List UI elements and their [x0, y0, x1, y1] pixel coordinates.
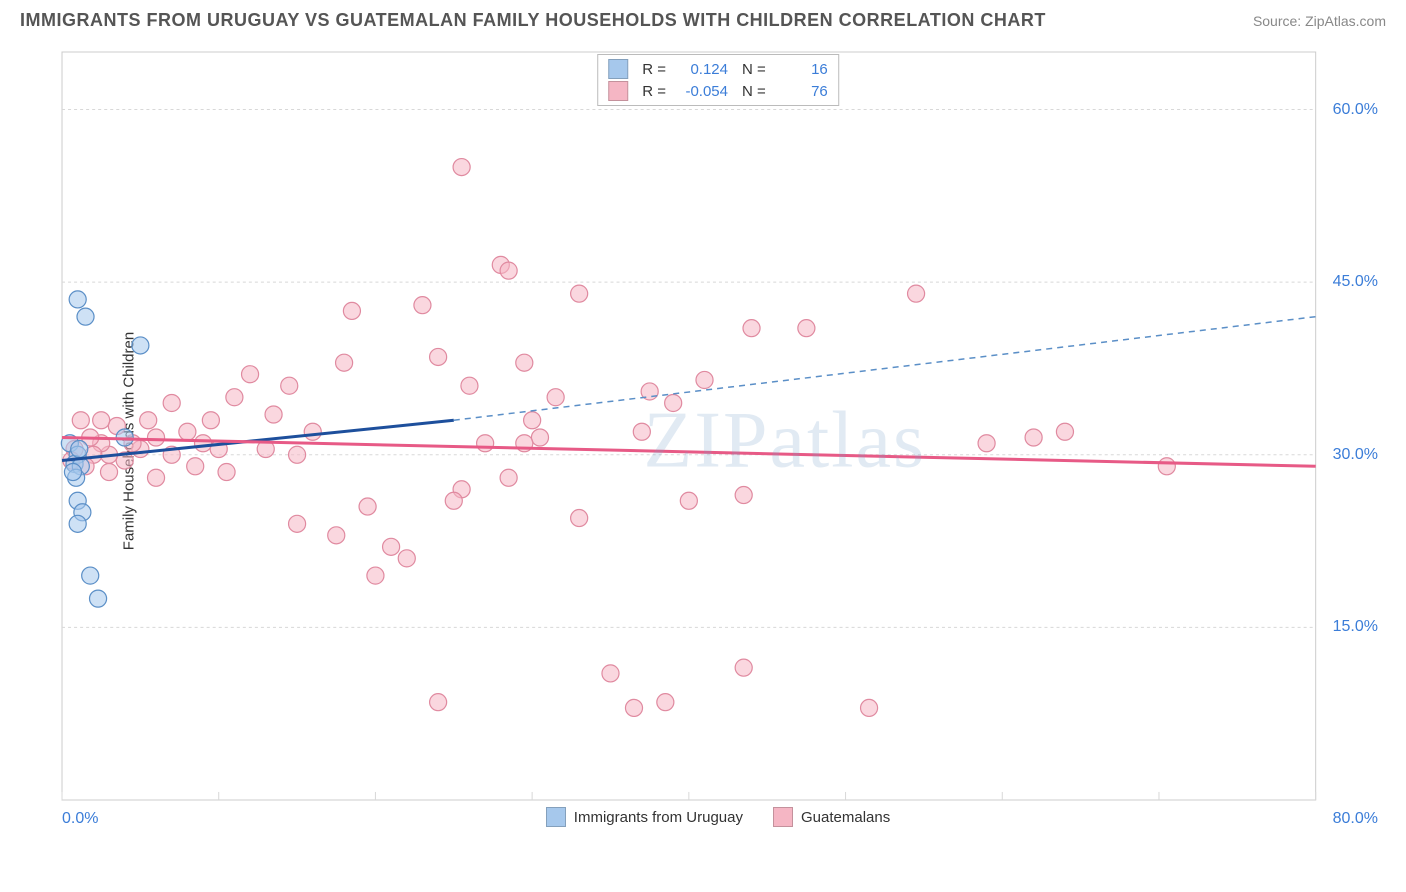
chart-container: Family Households with Children R =0.124…: [50, 50, 1386, 832]
y-tick-label: 45.0%: [1333, 273, 1378, 291]
legend-swatch: [546, 807, 566, 827]
y-tick-label: 15.0%: [1333, 618, 1378, 636]
legend-r-label: R =: [642, 83, 666, 100]
legend-n-value: 76: [780, 83, 828, 100]
chart-title: IMMIGRANTS FROM URUGUAY VS GUATEMALAN FA…: [20, 10, 1046, 31]
legend-n-value: 16: [780, 61, 828, 78]
y-tick-label: 60.0%: [1333, 101, 1378, 119]
legend-label: Immigrants from Uruguay: [574, 809, 743, 826]
source-attribution: Source: ZipAtlas.com: [1253, 13, 1386, 29]
series-legend: Immigrants from Uruguay Guatemalans: [50, 802, 1386, 832]
legend-label: Guatemalans: [801, 809, 890, 826]
legend-item: Guatemalans: [773, 807, 890, 827]
legend-r-value: 0.124: [680, 61, 728, 78]
y-tick-label: 30.0%: [1333, 446, 1378, 464]
legend-swatch: [608, 81, 628, 101]
legend-item: Immigrants from Uruguay: [546, 807, 743, 827]
scatter-plot: [60, 50, 1386, 802]
legend-r-label: R =: [642, 61, 666, 78]
legend-swatch: [773, 807, 793, 827]
correlation-legend: R = 0.124 N = 16 R = -0.054 N = 76: [597, 54, 839, 106]
legend-r-value: -0.054: [680, 83, 728, 100]
legend-n-label: N =: [742, 61, 766, 78]
legend-n-label: N =: [742, 83, 766, 100]
legend-swatch: [608, 59, 628, 79]
